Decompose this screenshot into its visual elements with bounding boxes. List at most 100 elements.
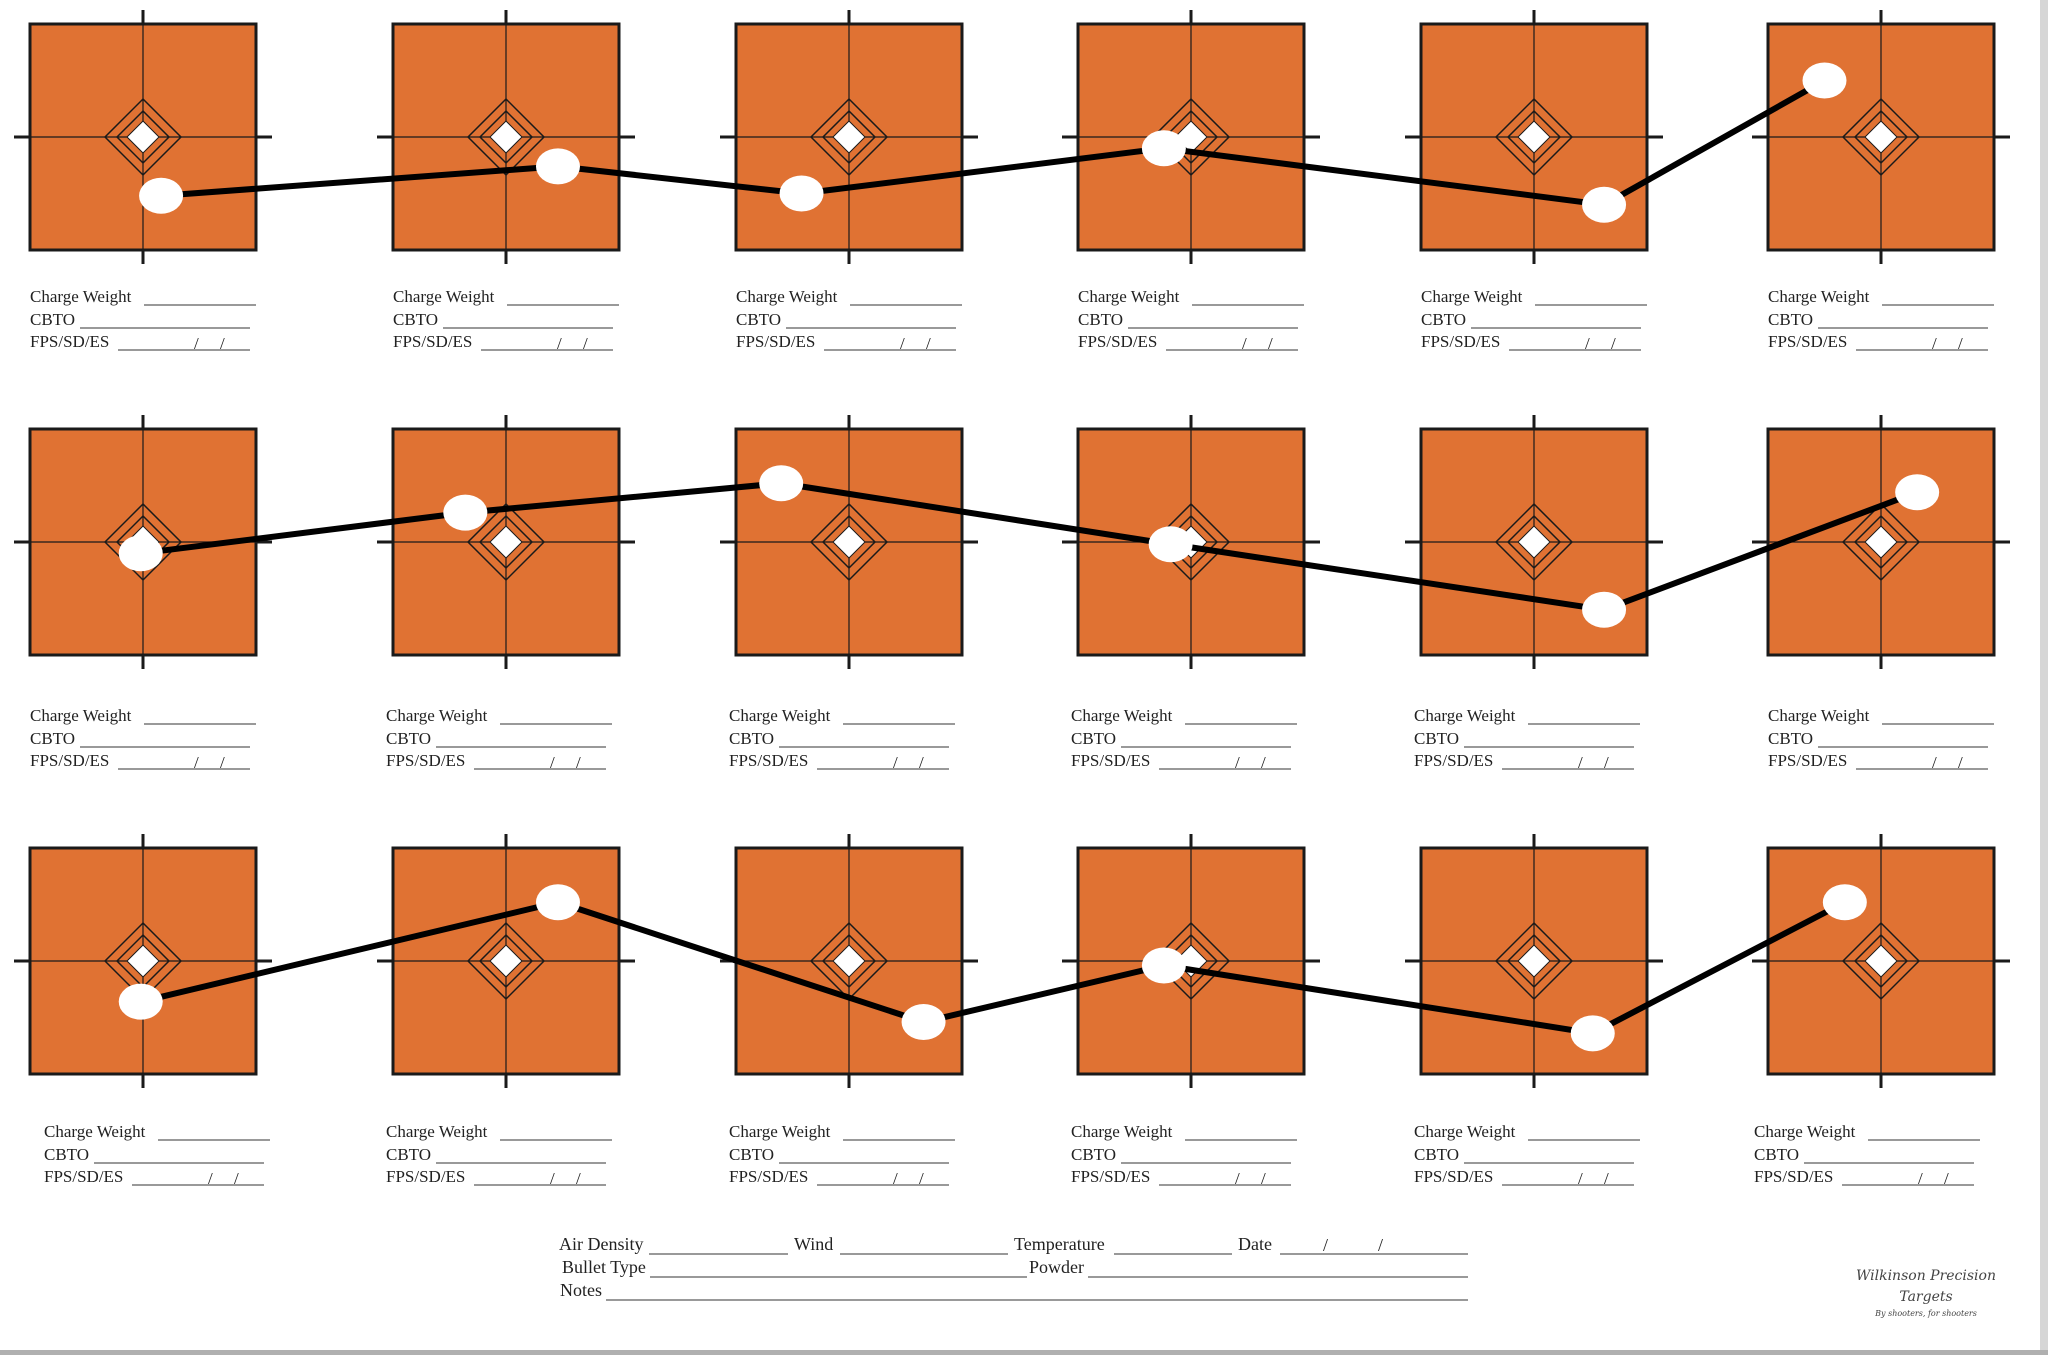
diamond-outer (1151, 97, 1231, 177)
fps-separator-1: / (1918, 1169, 1923, 1188)
fps-separator-2: / (1958, 334, 1963, 353)
hit-marker-2-2 (443, 494, 488, 531)
fps-separator-2: / (1604, 753, 1609, 772)
diamond-center (1864, 525, 1898, 559)
brand-line-2: Targets (1899, 1289, 1952, 1305)
target-2-2 (377, 415, 635, 669)
fps-separator-1: / (550, 1169, 555, 1188)
fps-separator-1: / (893, 1169, 898, 1188)
diamond-middle (1506, 933, 1562, 989)
fps-separator-1: / (550, 753, 555, 772)
brand-tagline: By shooters, for shooters (1874, 1309, 1977, 1318)
diamond-middle (1506, 514, 1562, 570)
diamond-middle (478, 514, 534, 570)
diamond-outer (466, 921, 546, 1001)
target-card-3-1: Charge Weight CBTO FPS/SD/ES / / (44, 1122, 270, 1188)
cbto-label: CBTO (1414, 1145, 1459, 1164)
fps-separator-1: / (194, 334, 199, 353)
trend-line-row-3 (137, 899, 1848, 1037)
diamond-outer (1841, 502, 1921, 582)
diamond-outer (1494, 921, 1574, 1001)
target-card-2-5: Charge Weight CBTO FPS/SD/ES / / (1414, 706, 1640, 772)
charge-weight-label: Charge Weight (44, 1122, 146, 1141)
cbto-label: CBTO (1768, 310, 1813, 329)
diamond-center (832, 944, 866, 978)
fps-sd-es-label: FPS/SD/ES (1078, 332, 1157, 351)
fps-separator-1: / (557, 334, 562, 353)
diamond-middle (1163, 109, 1219, 165)
charge-weight-label: Charge Weight (1071, 1122, 1173, 1141)
charge-weight-label: Charge Weight (386, 1122, 488, 1141)
target-card-3-5: Charge Weight CBTO FPS/SD/ES / / (1414, 1122, 1640, 1188)
fps-separator-2: / (220, 753, 225, 772)
diamond-outer (1841, 921, 1921, 1001)
diamond-middle (1853, 514, 1909, 570)
target-2-6 (1752, 415, 2010, 669)
hit-marker-3-4 (1141, 947, 1186, 984)
powder-label: Powder (1029, 1257, 1084, 1277)
fps-separator-1: / (1578, 1169, 1583, 1188)
fps-sd-es-label: FPS/SD/ES (1414, 751, 1493, 770)
hit-marker-2-5 (1582, 591, 1627, 628)
conditions-footer: Air Density Wind Temperature Date / / Bu… (559, 1234, 1468, 1301)
fps-sd-es-label: FPS/SD/ES (393, 332, 472, 351)
charge-weight-label: Charge Weight (729, 706, 831, 725)
diamond-center (1517, 525, 1551, 559)
page-edge-shadow (2040, 0, 2048, 1355)
charge-weight-label: Charge Weight (30, 287, 132, 306)
diamond-center (1864, 944, 1898, 978)
charge-weight-label: Charge Weight (393, 287, 495, 306)
charge-weight-label: Charge Weight (736, 287, 838, 306)
cbto-label: CBTO (729, 729, 774, 748)
target-3-6 (1752, 834, 2010, 1088)
fps-sd-es-label: FPS/SD/ES (386, 751, 465, 770)
hit-marker-3-6 (1822, 884, 1867, 921)
target-card-1-4: Charge Weight CBTO FPS/SD/ES / / (1078, 287, 1304, 353)
diamond-outer (466, 97, 546, 177)
fps-sd-es-label: FPS/SD/ES (1768, 751, 1847, 770)
cbto-label: CBTO (30, 310, 75, 329)
diamond-outer (1494, 97, 1574, 177)
target-3-2 (377, 834, 635, 1088)
diamond-middle (478, 109, 534, 165)
target-card-1-5: Charge Weight CBTO FPS/SD/ES / / (1421, 287, 1647, 353)
fps-separator-2: / (1261, 1169, 1266, 1188)
fps-separator-2: / (576, 1169, 581, 1188)
fps-separator-2: / (1611, 334, 1616, 353)
fps-sd-es-label: FPS/SD/ES (736, 332, 815, 351)
target-card-3-3: Charge Weight CBTO FPS/SD/ES / / (729, 1122, 955, 1188)
hit-marker-1-4 (1141, 130, 1186, 167)
brand-line-1: Wilkinson Precision (1856, 1268, 1996, 1284)
hit-marker-1-5 (1582, 186, 1627, 223)
cbto-label: CBTO (386, 1145, 431, 1164)
date-sep-2: / (1378, 1235, 1383, 1255)
fps-sd-es-label: FPS/SD/ES (1071, 751, 1150, 770)
target-1-1 (14, 10, 272, 264)
cbto-label: CBTO (1071, 1145, 1116, 1164)
diamond-middle (115, 109, 171, 165)
cbto-label: CBTO (1078, 310, 1123, 329)
fps-separator-2: / (1261, 753, 1266, 772)
fps-sd-es-label: FPS/SD/ES (386, 1167, 465, 1186)
diamond-middle (821, 514, 877, 570)
hit-marker-2-6 (1895, 474, 1940, 511)
target-card-2-4: Charge Weight CBTO FPS/SD/ES / / (1071, 706, 1297, 772)
diamond-center (1517, 120, 1551, 154)
target-3-1 (14, 834, 272, 1088)
target-1-2 (377, 10, 635, 264)
fps-separator-1: / (1235, 753, 1240, 772)
diamond-center (126, 944, 160, 978)
trend-line-row-1 (158, 77, 1828, 208)
diamond-outer (1494, 502, 1574, 582)
target-1-4 (1062, 10, 1320, 264)
diamond-middle (1853, 109, 1909, 165)
hit-markers-layer (118, 62, 1940, 1052)
fps-separator-1: / (1578, 753, 1583, 772)
fps-sd-es-label: FPS/SD/ES (44, 1167, 123, 1186)
target-card-1-2: Charge Weight CBTO FPS/SD/ES / / (393, 287, 619, 353)
fps-separator-2: / (1268, 334, 1273, 353)
hit-marker-2-4 (1148, 526, 1193, 563)
brand-logo: Wilkinson Precision Targets By shooters,… (1856, 1268, 1996, 1318)
targets-layer (14, 10, 2010, 1088)
